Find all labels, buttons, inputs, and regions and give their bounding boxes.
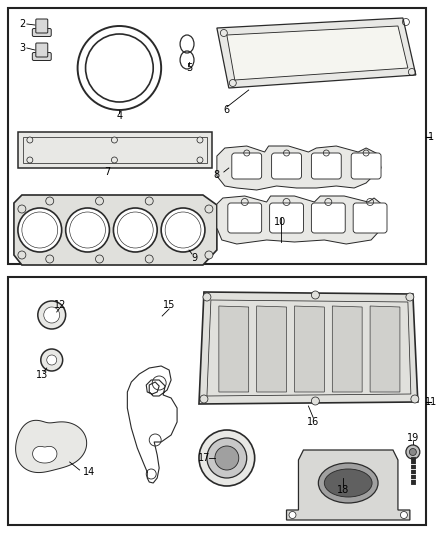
FancyBboxPatch shape: [272, 153, 301, 179]
Bar: [23, 137, 207, 163]
Text: 7: 7: [104, 167, 110, 177]
Circle shape: [400, 512, 407, 519]
Circle shape: [205, 205, 213, 213]
Text: 9: 9: [191, 253, 197, 263]
Polygon shape: [199, 292, 418, 404]
Circle shape: [406, 445, 420, 459]
Text: 1: 1: [428, 132, 434, 142]
Polygon shape: [32, 446, 57, 463]
Polygon shape: [257, 306, 286, 392]
Text: 13: 13: [35, 370, 48, 380]
FancyBboxPatch shape: [311, 203, 345, 233]
Text: 6: 6: [224, 105, 230, 115]
Circle shape: [311, 291, 319, 299]
Text: 12: 12: [53, 300, 66, 310]
Circle shape: [161, 208, 205, 252]
Circle shape: [41, 349, 63, 371]
Bar: [8, 277, 426, 525]
Circle shape: [18, 205, 26, 213]
Circle shape: [205, 251, 213, 259]
Polygon shape: [217, 146, 381, 190]
Circle shape: [200, 395, 208, 403]
Circle shape: [27, 157, 33, 163]
Circle shape: [44, 307, 60, 323]
Polygon shape: [219, 306, 249, 392]
FancyBboxPatch shape: [270, 203, 304, 233]
Circle shape: [46, 255, 54, 263]
Circle shape: [203, 293, 211, 301]
Circle shape: [410, 448, 417, 456]
Circle shape: [311, 397, 319, 405]
Circle shape: [145, 197, 153, 205]
FancyBboxPatch shape: [36, 43, 48, 57]
Text: 10: 10: [275, 217, 287, 227]
Polygon shape: [227, 26, 408, 80]
Polygon shape: [16, 421, 87, 473]
FancyBboxPatch shape: [32, 28, 51, 36]
FancyBboxPatch shape: [351, 153, 381, 179]
Bar: [8, 8, 426, 264]
Circle shape: [111, 137, 117, 143]
Circle shape: [18, 208, 62, 252]
Text: 18: 18: [337, 485, 350, 495]
Polygon shape: [217, 18, 416, 88]
FancyBboxPatch shape: [36, 19, 48, 33]
Circle shape: [95, 255, 103, 263]
Text: 17: 17: [198, 453, 210, 463]
Circle shape: [145, 255, 153, 263]
Text: 19: 19: [407, 433, 419, 443]
Circle shape: [207, 438, 247, 478]
Circle shape: [215, 446, 239, 470]
Circle shape: [197, 157, 203, 163]
Polygon shape: [286, 450, 410, 520]
Circle shape: [111, 157, 117, 163]
Polygon shape: [217, 196, 384, 244]
Circle shape: [411, 395, 419, 403]
Circle shape: [406, 293, 414, 301]
Text: 8: 8: [214, 170, 220, 180]
FancyBboxPatch shape: [232, 153, 261, 179]
Circle shape: [197, 137, 203, 143]
Circle shape: [46, 197, 54, 205]
Polygon shape: [294, 306, 324, 392]
Circle shape: [66, 208, 110, 252]
Circle shape: [289, 512, 296, 519]
FancyBboxPatch shape: [353, 203, 387, 233]
Circle shape: [95, 197, 103, 205]
Text: 2: 2: [19, 19, 25, 29]
Bar: [18, 132, 212, 168]
Circle shape: [27, 137, 33, 143]
FancyBboxPatch shape: [311, 153, 341, 179]
Polygon shape: [370, 306, 400, 392]
Polygon shape: [332, 306, 362, 392]
Ellipse shape: [318, 463, 378, 503]
Circle shape: [199, 430, 254, 486]
Ellipse shape: [324, 469, 372, 497]
Text: 16: 16: [307, 417, 319, 427]
Circle shape: [38, 301, 66, 329]
Circle shape: [113, 208, 157, 252]
Text: 5: 5: [186, 63, 192, 73]
Polygon shape: [14, 195, 217, 265]
FancyBboxPatch shape: [228, 203, 261, 233]
Text: 4: 4: [117, 111, 123, 121]
Text: 3: 3: [19, 43, 25, 53]
Text: 11: 11: [425, 397, 437, 407]
Circle shape: [18, 251, 26, 259]
FancyBboxPatch shape: [32, 52, 51, 61]
Circle shape: [47, 355, 57, 365]
Text: 15: 15: [163, 300, 175, 310]
Text: 14: 14: [83, 467, 95, 477]
